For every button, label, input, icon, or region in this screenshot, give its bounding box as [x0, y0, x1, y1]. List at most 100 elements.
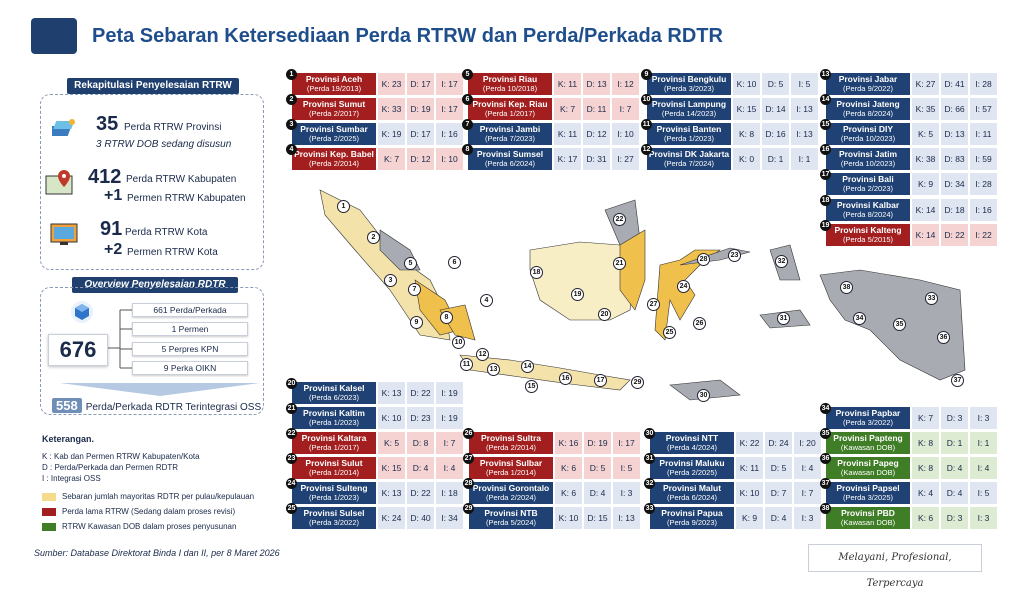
count-d: D: 1	[762, 148, 789, 170]
province-name: Provinsi PBD	[841, 508, 895, 518]
province-name: Provinsi Malut	[662, 483, 722, 493]
count-i: I: 34	[436, 507, 463, 529]
count-d: D: 13	[583, 73, 610, 95]
legend-i: I : Integrasi OSS	[42, 474, 101, 483]
province-number: 14	[820, 94, 831, 105]
province-card: 30 Provinsi NTT (Perda 4/2024) K: 22 D: 24 I:…	[644, 428, 821, 454]
map-marker-36: 36	[937, 331, 950, 344]
count-d: D: 41	[941, 73, 968, 95]
province-number: 4	[286, 144, 297, 155]
rdtr-item-perda: 661 Perda/Perkada	[132, 303, 248, 317]
province-name: Provinsi Lampung	[651, 99, 727, 109]
province-number: 5	[462, 69, 473, 80]
province-name-box: 11 Provinsi Banten (Perda 1/2023)	[641, 119, 731, 145]
map-marker-23: 23	[728, 249, 741, 262]
rdtr-item-permen: 1 Permen	[132, 322, 248, 336]
province-number: 21	[286, 403, 297, 414]
province-card: 19 Provinsi Kalteng (Perda 5/2015) K: 14 D: …	[820, 220, 997, 246]
count-d: D: 11	[583, 98, 610, 120]
province-name-box: 18 Provinsi Kalbar (Perda 8/2024)	[820, 195, 910, 221]
count-d: D: 22	[407, 382, 434, 404]
count-i: I: 10	[612, 123, 639, 145]
count-k: K: 5	[912, 123, 939, 145]
count-i: I: 27	[612, 148, 639, 170]
province-name: Provinsi Sulteng	[300, 483, 368, 493]
province-card: 36 Provinsi Papeg (Kawasan DOB) K: 8 D: 4 I: …	[820, 453, 997, 479]
count-i: I: 28	[970, 73, 997, 95]
province-number: 30	[644, 428, 655, 439]
legend-dob: RTRW Kawasan DOB dalam proses penyusunan	[62, 522, 237, 531]
province-perda: (Perda 2/2023)	[842, 184, 894, 193]
province-number: 23	[286, 453, 297, 464]
province-perda: (Perda 1/2014)	[308, 468, 360, 477]
map-marker-34: 34	[853, 312, 866, 325]
province-name: Provinsi Papsel	[836, 483, 900, 493]
province-name-box: 36 Provinsi Papeg (Kawasan DOB)	[820, 453, 910, 479]
province-number: 36	[820, 453, 831, 464]
province-name: Provinsi Kalteng	[834, 225, 902, 235]
province-number: 3	[286, 119, 297, 130]
map-marker-1: 1	[337, 200, 350, 213]
province-name: Provinsi Kalsel	[303, 383, 365, 393]
province-card: 25 Provinsi Sulsel (Perda 3/2022) K: 24 D: 4…	[286, 503, 463, 529]
province-number: 8	[462, 144, 473, 155]
count-i: I: 7	[612, 98, 639, 120]
province-perda: (Perda 2/2014)	[485, 443, 537, 452]
permen-kota-count: +2	[104, 241, 123, 258]
map-marker-31: 31	[777, 312, 790, 325]
count-k: K: 6	[555, 457, 582, 479]
province-name-box: 28 Provinsi Gorontalo (Perda 2/2024)	[463, 478, 553, 504]
province-number: 27	[463, 453, 474, 464]
oss-label: Perda/Perkada RDTR Terintegrasi OSS	[85, 402, 262, 413]
province-number: 20	[286, 378, 297, 389]
province-perda: (Perda 7/2024)	[663, 159, 715, 168]
province-card: 15 Provinsi DIY (Perda 10/2023) K: 5 D: 13 I:…	[820, 119, 997, 145]
map-pin-icon	[44, 168, 73, 195]
count-d: D: 15	[584, 507, 611, 529]
count-k: K: 33	[378, 98, 405, 120]
province-name-box: 20 Provinsi Kalsel (Perda 6/2023)	[286, 378, 376, 404]
count-k: K: 10	[733, 73, 760, 95]
map-marker-17: 17	[594, 374, 607, 387]
count-d: D: 23	[407, 407, 434, 429]
count-i: I: 3	[794, 507, 821, 529]
province-perda: (Perda 3/2022)	[308, 518, 360, 527]
legend-swatch-green	[42, 522, 56, 531]
rdtr-connector	[108, 309, 132, 369]
down-arrow-banner	[60, 383, 260, 396]
cube-icon	[70, 300, 94, 324]
count-d: D: 4	[765, 507, 792, 529]
count-k: K: 35	[912, 98, 939, 120]
province-perda: (Perda 5/2024)	[485, 518, 537, 527]
province-number: 25	[286, 503, 297, 514]
province-perda: (Kawasan DOB)	[840, 518, 896, 527]
province-name-box: 16 Provinsi Jatim (Perda 10/2023)	[820, 144, 910, 170]
province-number: 10	[641, 94, 652, 105]
rtrw-kabupaten-count: 412	[88, 166, 122, 188]
province-card: 33 Provinsi Papua (Perda 9/2023) K: 9 D: 4 I:…	[644, 503, 821, 529]
count-d: D: 19	[584, 432, 611, 454]
count-k: K: 11	[554, 123, 581, 145]
count-k: K: 13	[378, 382, 405, 404]
count-d: D: 13	[941, 123, 968, 145]
count-k: K: 13	[378, 482, 405, 504]
count-k: K: 10	[736, 482, 763, 504]
province-name-box: 5 Provinsi Riau (Perda 10/2018)	[462, 69, 552, 95]
count-k: K: 14	[912, 224, 939, 246]
count-k: K: 8	[733, 123, 760, 145]
province-number: 31	[644, 453, 655, 464]
count-d: D: 8	[407, 432, 434, 454]
province-name-box: 15 Provinsi DIY (Perda 10/2023)	[820, 119, 910, 145]
province-perda: (Perda 10/2018)	[482, 84, 538, 93]
map-marker-26: 26	[693, 317, 706, 330]
province-perda: (Perda 10/2023)	[840, 134, 896, 143]
count-i: I: 7	[436, 432, 463, 454]
map-marker-27: 27	[647, 298, 660, 311]
province-card: 8 Provinsi Sumsel (Perda 6/2024) K: 17 D: 31…	[462, 144, 639, 170]
count-d: D: 12	[583, 123, 610, 145]
province-card: 4 Provinsi Kep. Babel (Perda 2/2014) K: 7 D:…	[286, 144, 463, 170]
map-marker-16: 16	[559, 372, 572, 385]
province-perda: (Perda 1/2023)	[308, 493, 360, 502]
count-i: I: 11	[970, 123, 997, 145]
